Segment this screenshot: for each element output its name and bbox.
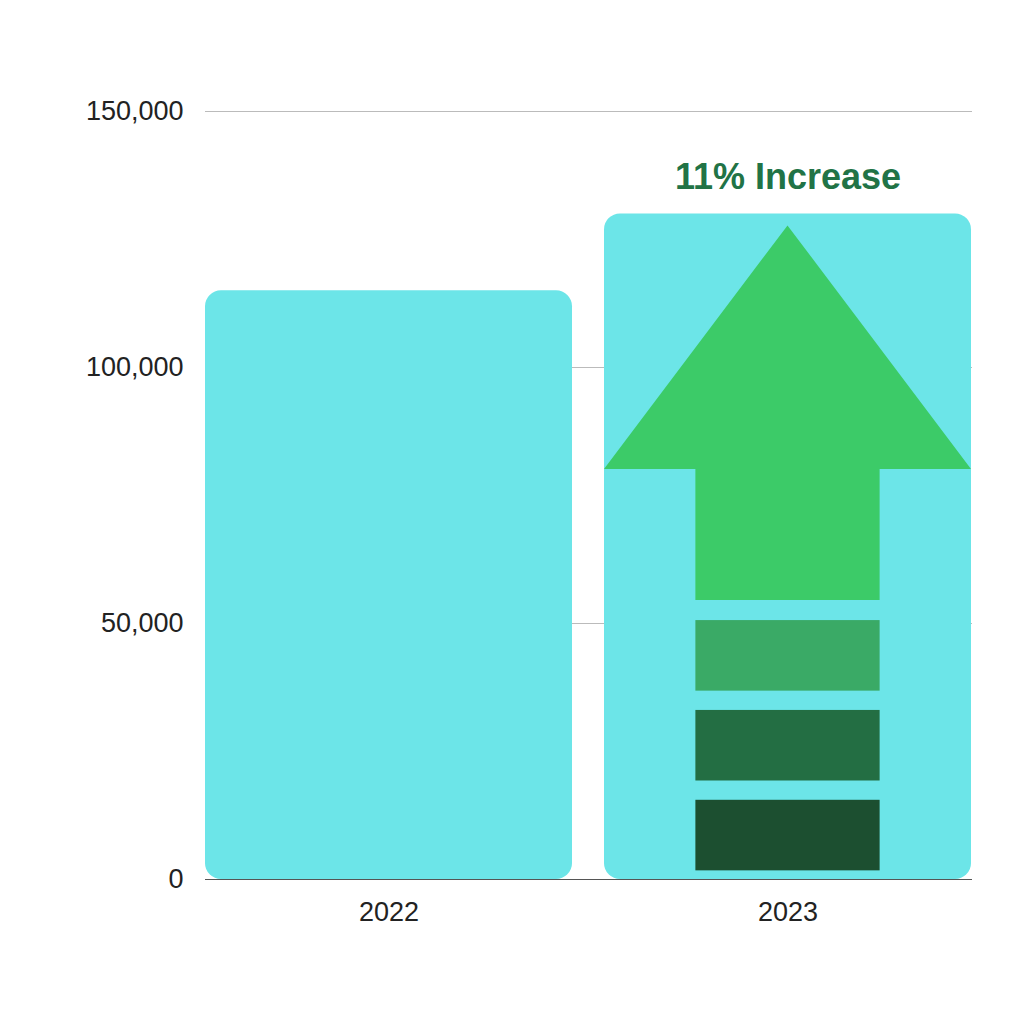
- svg-text:50,000: 50,000: [101, 608, 184, 638]
- svg-text:2022: 2022: [359, 897, 419, 927]
- svg-text:11% Increase: 11% Increase: [675, 156, 901, 197]
- svg-text:100,000: 100,000: [86, 352, 184, 382]
- svg-text:2023: 2023: [758, 897, 818, 927]
- svg-text:150,000: 150,000: [86, 96, 184, 126]
- svg-text:0: 0: [168, 864, 183, 894]
